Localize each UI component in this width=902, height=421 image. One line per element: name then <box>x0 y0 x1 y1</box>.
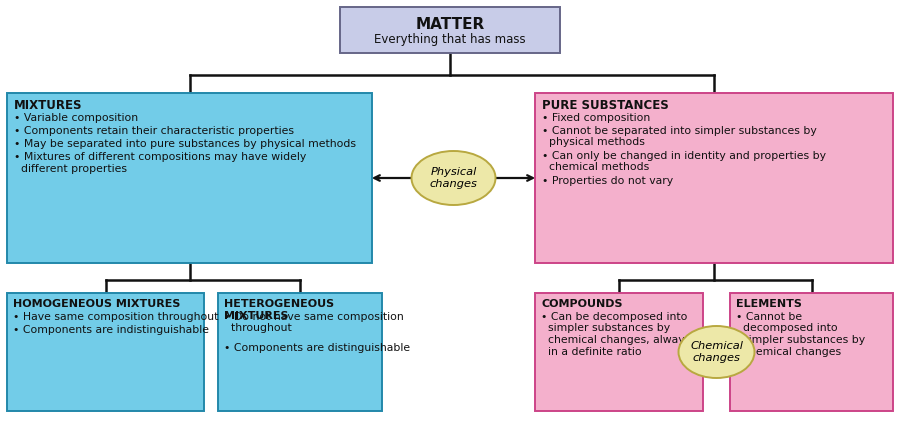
Text: ELEMENTS: ELEMENTS <box>736 299 802 309</box>
FancyBboxPatch shape <box>730 293 893 411</box>
Text: • Components are indistinguishable: • Components are indistinguishable <box>13 325 209 335</box>
Text: Physical
changes: Physical changes <box>429 167 477 189</box>
Ellipse shape <box>411 151 495 205</box>
FancyBboxPatch shape <box>218 293 382 411</box>
Text: • Can be decomposed into
  simpler substances by
  chemical changes, always
  in: • Can be decomposed into simpler substan… <box>541 312 690 357</box>
Text: • Do not have same composition
  throughout: • Do not have same composition throughou… <box>224 312 404 333</box>
Text: MATTER: MATTER <box>416 17 484 32</box>
Text: • Components retain their characteristic properties: • Components retain their characteristic… <box>14 126 294 136</box>
Text: Chemical
changes: Chemical changes <box>690 341 743 363</box>
Text: COMPOUNDS: COMPOUNDS <box>541 299 622 309</box>
Text: • Components are distinguishable: • Components are distinguishable <box>224 343 410 353</box>
Text: • Mixtures of different compositions may have widely
  different properties: • Mixtures of different compositions may… <box>14 152 307 174</box>
FancyBboxPatch shape <box>535 93 893 263</box>
FancyBboxPatch shape <box>7 93 372 263</box>
Text: Everything that has mass: Everything that has mass <box>374 33 526 46</box>
Text: • Cannot be
  decomposed into
  simpler substances by
  chemical changes: • Cannot be decomposed into simpler subs… <box>736 312 865 357</box>
FancyBboxPatch shape <box>535 293 703 411</box>
Text: • Variable composition: • Variable composition <box>14 112 138 123</box>
Text: • Can only be changed in identity and properties by
  chemical methods: • Can only be changed in identity and pr… <box>542 151 826 172</box>
Text: • Properties do not vary: • Properties do not vary <box>542 176 673 186</box>
Text: • Fixed composition: • Fixed composition <box>542 112 650 123</box>
Text: HOMOGENEOUS MIXTURES: HOMOGENEOUS MIXTURES <box>13 299 180 309</box>
Text: PURE SUBSTANCES: PURE SUBSTANCES <box>542 99 668 112</box>
FancyBboxPatch shape <box>7 293 204 411</box>
Ellipse shape <box>678 326 754 378</box>
Text: • Cannot be separated into simpler substances by
  physical methods: • Cannot be separated into simpler subst… <box>542 126 816 147</box>
Text: • May be separated into pure substances by physical methods: • May be separated into pure substances … <box>14 139 356 149</box>
FancyBboxPatch shape <box>340 7 560 53</box>
Text: HETEROGENEOUS
MIXTURES: HETEROGENEOUS MIXTURES <box>224 299 334 321</box>
Text: MIXTURES: MIXTURES <box>14 99 82 112</box>
Text: • Have same composition throughout: • Have same composition throughout <box>13 312 218 322</box>
